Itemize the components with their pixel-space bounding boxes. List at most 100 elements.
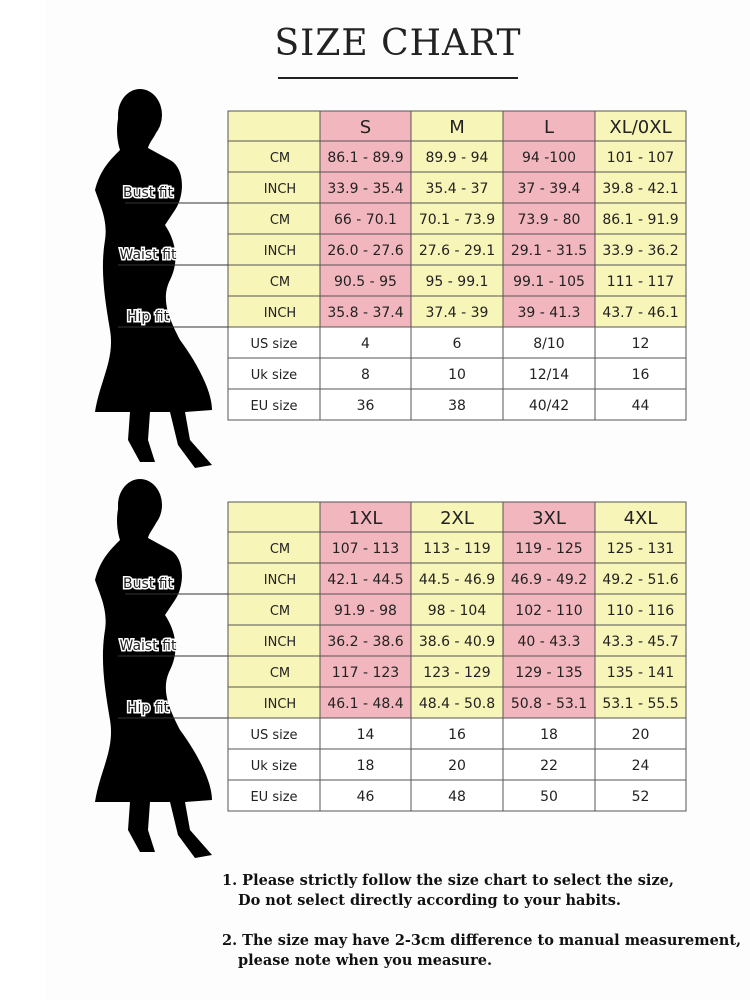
cell-value: 44 — [632, 398, 650, 414]
cell-value: 12/14 — [529, 367, 569, 383]
table-cell — [594, 202, 687, 235]
cell-value: 24 — [632, 758, 650, 774]
cell-value: 33.9 - 36.2 — [602, 243, 678, 259]
row-label: INCH — [264, 697, 296, 712]
cell-value: 6 — [453, 336, 462, 352]
row-label: US size — [250, 728, 297, 743]
note-line: Do not select directly according to your… — [238, 892, 621, 909]
cell-value: 12 — [632, 336, 650, 352]
table-cell — [410, 531, 504, 564]
cell-value: 42.1 - 44.5 — [327, 572, 403, 588]
row-label: EU size — [250, 399, 297, 414]
cell-value: 16 — [632, 367, 650, 383]
cell-value: 16 — [448, 727, 466, 743]
cell-value: 36 — [357, 398, 375, 414]
row-label: Uk size — [251, 368, 297, 383]
cell-value: 73.9 - 80 — [518, 212, 581, 228]
cell-value: 40 - 43.3 — [518, 634, 581, 650]
cell-value: 119 - 125 — [515, 541, 582, 557]
cell-value: 4 — [361, 336, 370, 352]
table-cell — [319, 202, 412, 235]
table-cell — [319, 171, 412, 204]
cell-value: 48 — [448, 789, 466, 805]
row-label-cell — [227, 748, 321, 781]
cell-value: 101 - 107 — [607, 150, 674, 166]
note-line: 1. Please strictly follow the size chart… — [222, 872, 674, 889]
table-cell — [502, 171, 596, 204]
table-cell — [502, 779, 596, 812]
table-cell — [319, 655, 412, 688]
cell-value: 125 - 131 — [607, 541, 674, 557]
size-header: XL/0XL — [609, 117, 671, 138]
cell-value: 48.4 - 50.8 — [419, 696, 495, 712]
cell-value: 37.4 - 39 — [426, 305, 489, 321]
table-cell — [594, 562, 687, 595]
cell-value: 86.1 - 89.9 — [327, 150, 403, 166]
table-cell — [502, 233, 596, 266]
cell-value: 50 — [540, 789, 558, 805]
cell-value: 20 — [632, 727, 650, 743]
cell-value: 20 — [448, 758, 466, 774]
cell-value: 86.1 - 91.9 — [602, 212, 678, 228]
table-cell — [319, 531, 412, 564]
row-label: CM — [270, 151, 290, 166]
row-label: INCH — [264, 182, 296, 197]
row-label: CM — [270, 666, 290, 681]
fit-label: Waist fit — [120, 247, 177, 263]
cell-value: 37 - 39.4 — [518, 181, 581, 197]
row-label: EU size — [250, 790, 297, 805]
table-cell — [319, 717, 412, 750]
table-cell — [410, 624, 504, 657]
row-label-cell — [227, 202, 321, 235]
cell-value: 43.3 - 45.7 — [602, 634, 678, 650]
size-header: L — [544, 117, 554, 138]
cell-value: 14 — [357, 727, 375, 743]
table-cell — [594, 326, 687, 359]
cell-value: 113 - 119 — [423, 541, 490, 557]
row-label: CM — [270, 604, 290, 619]
cell-value: 18 — [540, 727, 558, 743]
table-cell — [594, 748, 687, 781]
cell-value: 117 - 123 — [332, 665, 399, 681]
row-label-cell — [227, 686, 321, 719]
row-label: INCH — [264, 306, 296, 321]
table-cell — [502, 264, 596, 297]
cell-value: 10 — [448, 367, 466, 383]
table-cell — [502, 357, 596, 390]
table-cell — [319, 140, 412, 173]
row-label: US size — [250, 337, 297, 352]
row-label-cell — [227, 562, 321, 595]
row-label: INCH — [264, 573, 296, 588]
table-cell — [594, 171, 687, 204]
cell-value: 98 - 104 — [428, 603, 487, 619]
size-header: 1XL — [349, 508, 383, 529]
cell-value: 89.9 - 94 — [426, 150, 489, 166]
size-header: M — [449, 117, 465, 138]
row-label-cell — [227, 140, 321, 173]
cell-value: 70.1 - 73.9 — [419, 212, 495, 228]
table-cell — [410, 388, 504, 421]
table-cell — [410, 655, 504, 688]
table-cell — [502, 295, 596, 328]
table-cell — [594, 295, 687, 328]
cell-value: 66 - 70.1 — [334, 212, 397, 228]
header-cell — [502, 110, 596, 142]
cell-value: 107 - 113 — [332, 541, 399, 557]
cell-value: 35.4 - 37 — [426, 181, 489, 197]
cell-value: 39.8 - 42.1 — [602, 181, 678, 197]
table-cell — [410, 748, 504, 781]
row-label: INCH — [264, 635, 296, 650]
fit-label: Bust fit — [123, 185, 174, 201]
size-header: 3XL — [532, 508, 566, 529]
size-header: 4XL — [624, 508, 658, 529]
row-label-cell — [227, 388, 321, 421]
cell-value: 52 — [632, 789, 650, 805]
table-cell — [410, 686, 504, 719]
cell-value: 46 — [357, 789, 375, 805]
header-cell — [594, 501, 687, 533]
cell-value: 49.2 - 51.6 — [602, 572, 678, 588]
cell-value: 53.1 - 55.5 — [602, 696, 678, 712]
fit-label: Bust fit — [123, 576, 174, 592]
cell-value: 36.2 - 38.6 — [327, 634, 403, 650]
